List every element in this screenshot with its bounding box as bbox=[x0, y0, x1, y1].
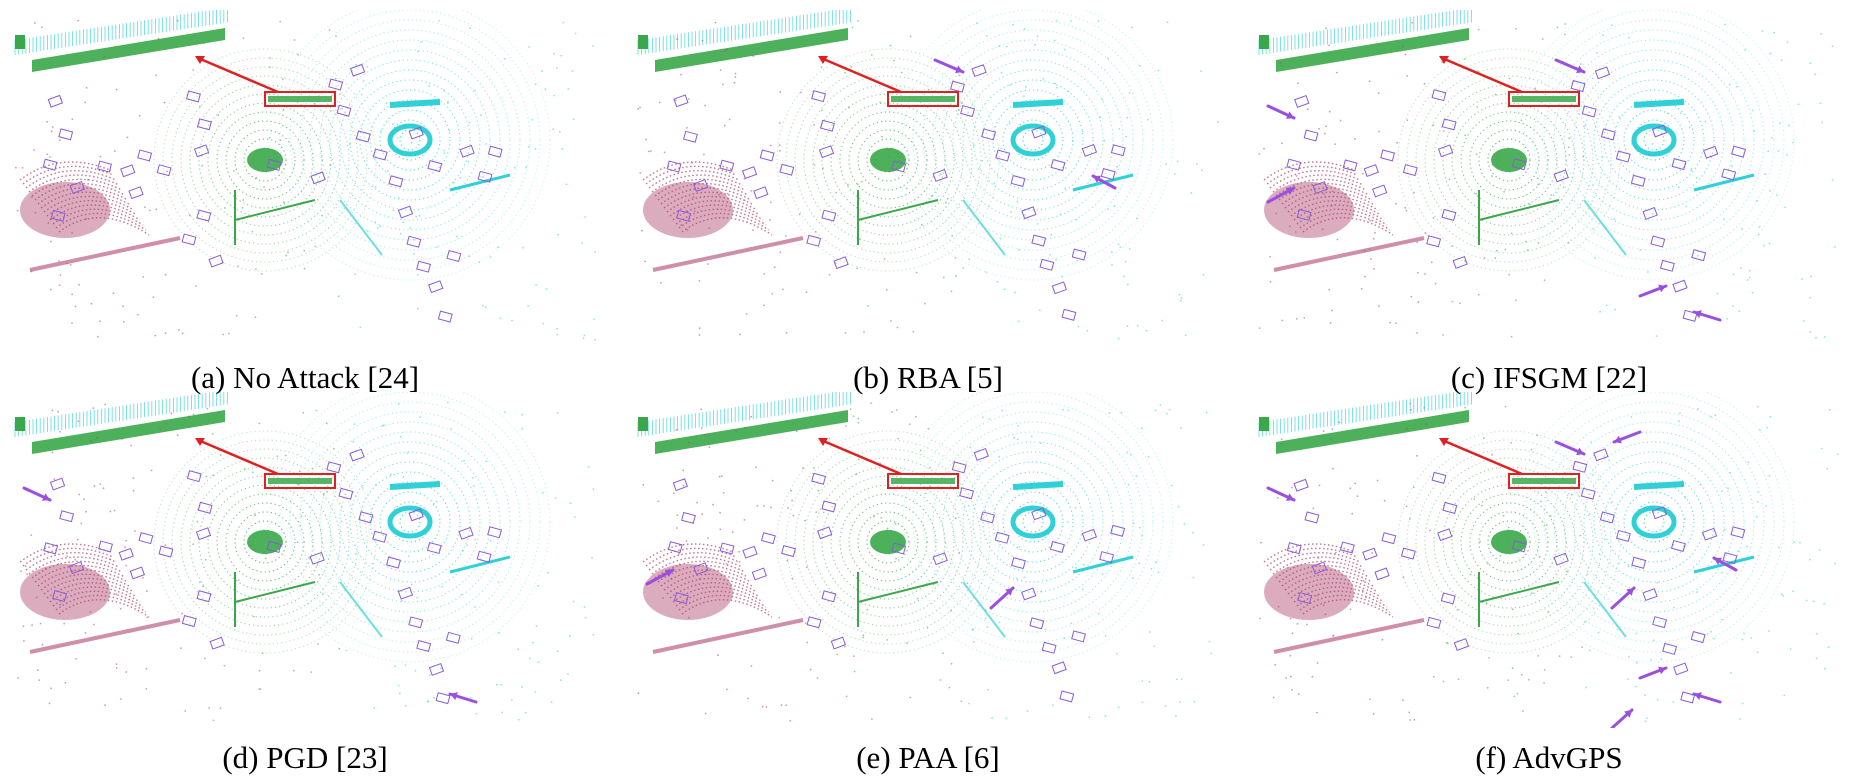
attack-arrow bbox=[448, 692, 478, 704]
panel-a bbox=[10, 10, 600, 346]
lidar-scene bbox=[1258, 392, 1839, 728]
attack-arrow bbox=[1612, 430, 1642, 444]
panel-b bbox=[633, 10, 1223, 346]
attack-arrow bbox=[1266, 486, 1296, 502]
caption-a: (a) No Attack [24] bbox=[190, 360, 420, 395]
panel-e bbox=[633, 392, 1223, 728]
attack-arrow bbox=[933, 58, 965, 74]
caption-f: (f) AdvGPS bbox=[1475, 740, 1623, 775]
attack-arrow bbox=[22, 486, 52, 502]
panel-f bbox=[1254, 392, 1844, 728]
lidar-scene bbox=[14, 392, 595, 722]
lidar-scene bbox=[1258, 10, 1836, 339]
attack-arrow bbox=[645, 568, 675, 586]
panel-d bbox=[10, 392, 600, 728]
attack-arrow bbox=[1091, 174, 1117, 190]
attack-arrow bbox=[1554, 58, 1586, 74]
attack-arrow bbox=[1610, 586, 1636, 610]
panel-c bbox=[1254, 10, 1844, 346]
attack-arrow bbox=[1692, 310, 1722, 322]
attack-arrow bbox=[1638, 666, 1668, 680]
lidar-scene bbox=[637, 392, 1213, 722]
caption-e: (e) PAA [6] bbox=[856, 740, 1000, 775]
attack-arrow bbox=[1610, 708, 1634, 728]
lidar-scene bbox=[637, 10, 1219, 340]
caption-d: (d) PGD [23] bbox=[222, 740, 388, 775]
attack-arrow bbox=[1692, 692, 1722, 704]
caption-b: (b) RBA [5] bbox=[853, 360, 1003, 395]
attack-arrow bbox=[1638, 284, 1668, 298]
attack-arrow bbox=[1266, 104, 1296, 120]
attack-arrow bbox=[989, 586, 1015, 610]
attack-arrow bbox=[1712, 556, 1738, 572]
lidar-scene bbox=[14, 10, 596, 341]
attack-arrow bbox=[1266, 186, 1296, 204]
caption-c: (c) IFSGM [22] bbox=[1450, 360, 1648, 395]
attack-arrow bbox=[1554, 440, 1586, 456]
